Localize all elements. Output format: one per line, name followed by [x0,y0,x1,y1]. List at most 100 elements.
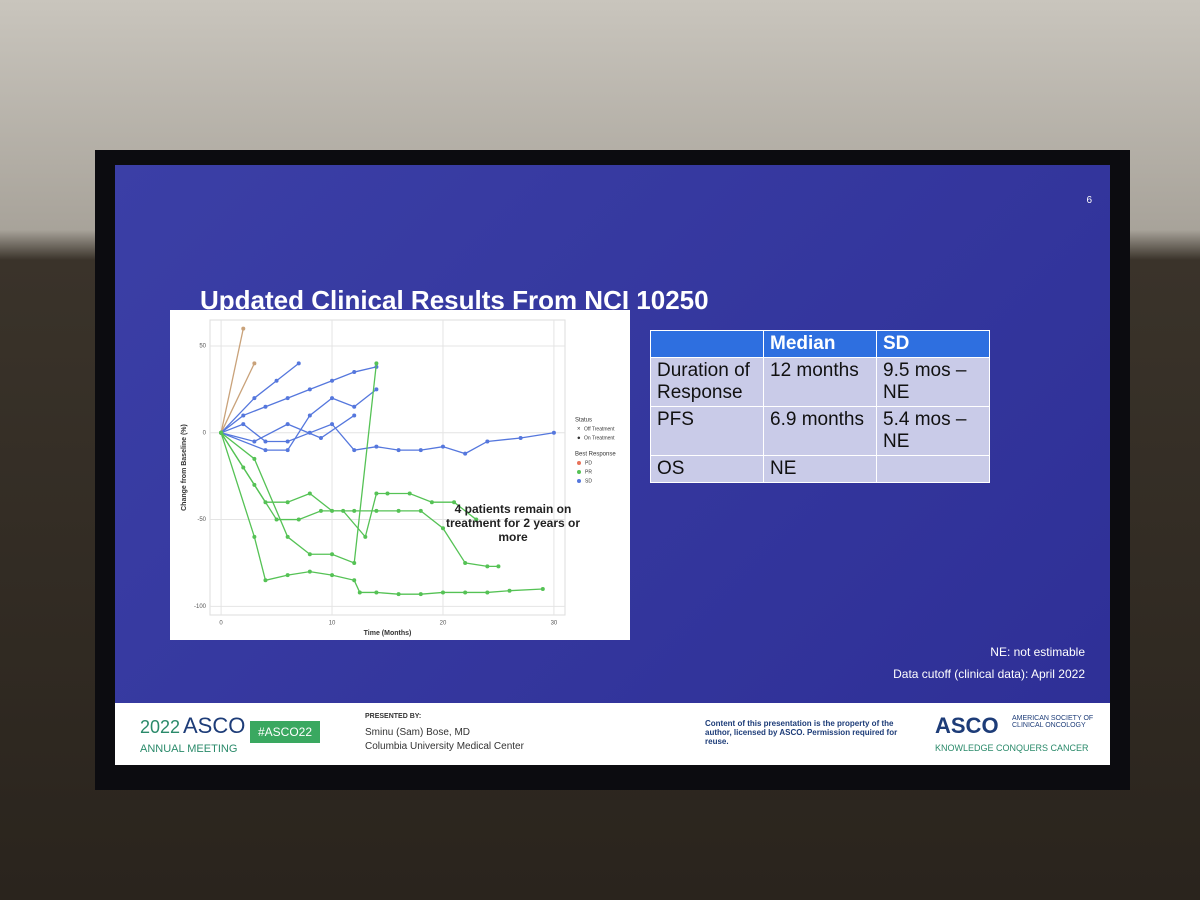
legend-label: Off Treatment [584,426,615,432]
data-point [330,396,335,401]
header-cell: Median [763,330,877,358]
data-point [440,444,445,449]
presenter: Sminu (Sam) Bose, MD [365,727,471,738]
data-point [274,517,279,522]
y-tick-label: -100 [194,604,207,610]
table-cell: NE [763,455,877,483]
data-point [330,422,335,427]
data-point [263,404,268,409]
chart: -100 -50 0 50 0 10 20 30 Time (Months) Change fro… [181,319,616,637]
data-point [352,404,357,409]
data-point [485,439,490,444]
y-axis-label: Change from Baseline (%) [181,424,188,511]
data-point [418,508,423,513]
legend-label: SD [585,478,592,484]
slide: 6 Updated Clinical Results From NCI 1025… [115,165,1110,765]
table-cell: 5.4 mos – NE [876,406,990,456]
footer-year: 2022 [140,717,181,737]
data-point [285,573,290,578]
tagline: KNOWLEDGE CONQUERS CANCER [935,743,1089,753]
data-point [396,508,401,513]
data-point [252,361,257,366]
data-point [452,500,457,505]
legend-label: PD [585,460,592,466]
data-point [540,586,545,591]
series-line [220,362,300,434]
table-row: OS NE [650,455,990,483]
data-point [551,430,556,435]
legend-swatch [577,470,581,474]
legend-swatch [577,461,581,465]
data-point [352,578,357,583]
data-point [263,439,268,444]
data-point [352,560,357,565]
data-point [307,491,312,496]
series-line [220,432,543,595]
data-point [285,439,290,444]
series-line [220,432,499,568]
data-point [374,444,379,449]
table-row: PFS 6.9 months 5.4 mos – NE [650,406,990,456]
footer-meeting: ANNUAL MEETING [140,743,238,755]
data-point [374,508,379,513]
data-point [407,491,412,496]
annotation: 4 patients remain on treatment for 2 yea… [445,502,581,544]
data-point [352,413,357,418]
data-point [318,436,323,440]
legend-swatch [577,479,581,483]
x-tick-label: 20 [440,621,447,627]
footer-asco: ASCO [183,713,246,738]
x-tick-label: 10 [329,621,336,627]
data-point [363,534,368,539]
note: NE: not estimable [990,645,1085,659]
data-point [252,482,257,487]
data-point [374,361,379,366]
table-cell: 6.9 months [763,406,877,456]
data-point [440,526,445,531]
data-point [352,508,357,513]
series-line [220,328,244,433]
header-row: Median SD [650,330,990,358]
data-point [352,448,357,453]
data-point [474,517,479,522]
data-point [330,552,335,557]
data-point [374,387,379,392]
results-table: Median SD Duration of Response 12 months 9.5… [650,330,990,483]
hashtag: #ASCO22 [250,721,321,743]
data-point [463,451,468,456]
data-point [241,326,246,331]
legend-label: PR [585,469,592,475]
data-point [518,436,523,440]
y-tick-label: 50 [199,344,206,350]
chart-panel: -100 -50 0 50 0 10 20 30 Time (Months) Change fro… [170,310,630,640]
data-point [396,448,401,453]
table-cell: PFS [650,406,764,456]
data-point [296,361,301,366]
data-point [285,448,290,453]
data-point [307,413,312,418]
data-point [285,534,290,539]
data-point [330,573,335,578]
data-point [252,439,257,444]
table-cell: Duration of Response [650,357,764,407]
data-point [463,590,468,595]
plot-area [209,319,566,616]
disclaimer: Content of this presentation is the prop… [705,719,898,746]
data-point [385,491,390,496]
data-point [496,564,501,569]
data-point [263,578,268,583]
series-line [220,363,255,434]
data-point [307,569,312,574]
data-point [330,378,335,383]
table-cell: OS [650,455,764,483]
data-point [263,448,268,453]
footer: 2022 ASCO ANNUAL MEETING #ASCO22 PRESENT… [115,703,1110,765]
data-point [341,508,346,513]
data-point [374,491,379,496]
x-tick-label: 0 [219,621,223,627]
table-row: Duration of Response 12 months 9.5 mos – N… [650,357,990,407]
data-point [285,500,290,505]
header-cell [650,330,764,358]
data-point [252,396,257,401]
